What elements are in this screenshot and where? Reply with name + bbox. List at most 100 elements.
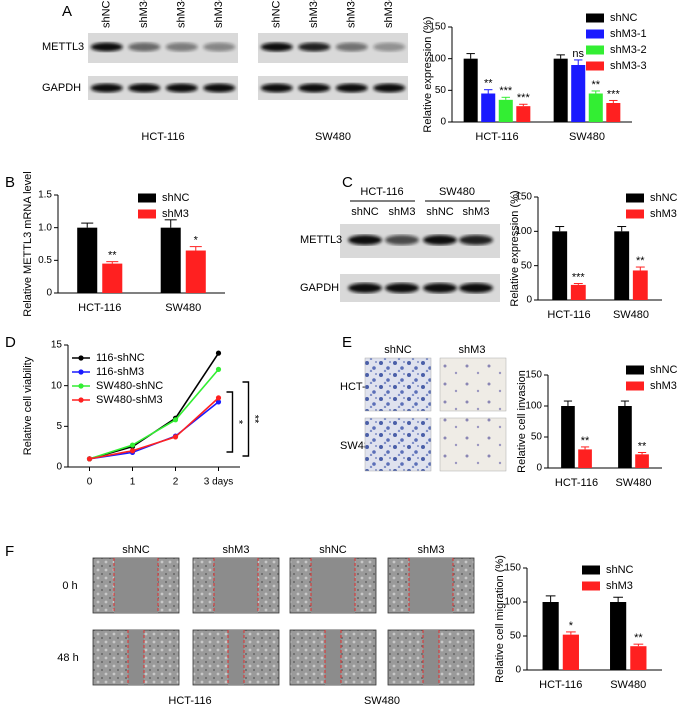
series-line bbox=[89, 368, 220, 460]
blot-band bbox=[423, 283, 457, 293]
legend-swatch bbox=[586, 13, 604, 23]
significance-label: *** bbox=[572, 271, 586, 283]
y-axis-label: Relative METTL3 mRNA level bbox=[22, 171, 34, 317]
lane-label: shM3-3 bbox=[213, 0, 225, 28]
blot-band bbox=[335, 83, 368, 93]
legend-swatch bbox=[582, 581, 600, 591]
legend-label: shM3-2 bbox=[610, 44, 647, 56]
lane-label: shNC bbox=[271, 0, 283, 28]
x-tick-label: 0 bbox=[87, 477, 93, 488]
legend-swatch bbox=[586, 29, 604, 39]
micrograph bbox=[364, 417, 432, 472]
significance-label: ** bbox=[108, 250, 117, 262]
blot-band bbox=[348, 283, 382, 293]
x-tick-label: SW480 bbox=[569, 131, 605, 143]
y-tick-label: 0 bbox=[515, 665, 521, 676]
series-line bbox=[89, 397, 220, 460]
legend-label: shM3 bbox=[606, 580, 633, 592]
y-axis-label: Relative cell invasion bbox=[516, 370, 528, 473]
row-label: METTL3 bbox=[42, 41, 84, 53]
blot-band bbox=[260, 42, 293, 52]
blot-band bbox=[423, 235, 457, 245]
significance-label: ** bbox=[634, 632, 643, 644]
significance-label: ** bbox=[636, 255, 645, 267]
x-tick-label: 1 bbox=[130, 477, 136, 488]
bar bbox=[614, 231, 630, 300]
data-point bbox=[129, 448, 136, 454]
y-tick-label: 100 bbox=[515, 226, 532, 237]
bar bbox=[561, 406, 575, 468]
blot-band bbox=[90, 83, 123, 93]
data-point bbox=[215, 350, 222, 356]
y-tick-label: 10 bbox=[51, 380, 63, 391]
panel-letter: F bbox=[5, 543, 14, 560]
data-point bbox=[129, 442, 136, 448]
blot-band bbox=[165, 83, 198, 93]
micrograph bbox=[439, 357, 507, 412]
blot-band bbox=[298, 42, 331, 52]
bar bbox=[498, 99, 513, 122]
x-tick-label: HCT-116 bbox=[555, 477, 598, 489]
legend-marker bbox=[78, 369, 84, 375]
lane-label: shNC bbox=[426, 206, 454, 218]
legend-label: shM3 bbox=[162, 208, 189, 220]
y-tick-label: 50 bbox=[435, 85, 447, 96]
y-tick-label: 150 bbox=[525, 370, 542, 381]
y-axis-label: Relative cell viability bbox=[22, 356, 34, 455]
y-tick-label: 5 bbox=[56, 421, 62, 432]
blot-band bbox=[203, 83, 236, 93]
significance-label: ** bbox=[591, 79, 600, 91]
row-label: 48 h bbox=[57, 652, 78, 664]
scratch-gap bbox=[214, 558, 258, 613]
bar bbox=[77, 227, 98, 293]
lane-label: shM3-1 bbox=[308, 0, 320, 28]
bar bbox=[635, 454, 649, 468]
row-label: METTL3 bbox=[300, 234, 342, 246]
panel-letter: C bbox=[342, 174, 353, 191]
scratch-gap bbox=[128, 630, 144, 685]
lane-label: shM3-2 bbox=[176, 0, 188, 28]
legend-marker bbox=[78, 383, 84, 389]
legend-label: shM3-1 bbox=[610, 28, 647, 40]
legend-swatch bbox=[138, 209, 156, 219]
bar bbox=[632, 270, 648, 300]
cell-line-label: SW480 bbox=[315, 131, 351, 143]
y-axis-label: Relative expression (%) bbox=[422, 16, 434, 132]
significance-label: ** bbox=[581, 435, 590, 447]
cell-line-label: HCT-116 bbox=[168, 695, 211, 707]
blot-band bbox=[348, 235, 382, 245]
lane-label: shM3-2 bbox=[346, 0, 358, 28]
scratch-gap bbox=[114, 558, 158, 613]
bar bbox=[630, 646, 647, 670]
legend-swatch bbox=[626, 365, 644, 375]
significance-label: * bbox=[194, 235, 199, 247]
legend-label: 116-shM3 bbox=[96, 366, 144, 378]
significance-label: ** bbox=[638, 440, 647, 452]
significance-label: *** bbox=[517, 92, 531, 104]
cell-line-label: HCT-116 bbox=[141, 131, 184, 143]
significance-label: ns bbox=[572, 48, 584, 60]
legend-label: shM3-3 bbox=[610, 60, 647, 72]
blot-band bbox=[459, 283, 493, 293]
blot-band bbox=[128, 42, 161, 52]
blot-band bbox=[90, 42, 123, 52]
bar bbox=[610, 602, 627, 670]
x-tick-label: SW480 bbox=[610, 679, 646, 691]
y-tick-label: 150 bbox=[429, 22, 446, 33]
y-tick-label: 0 bbox=[56, 462, 62, 473]
legend-label: SW480-shM3 bbox=[96, 394, 163, 406]
y-tick-label: 0 bbox=[46, 288, 52, 299]
bar bbox=[481, 93, 496, 122]
significance-label: ** bbox=[249, 415, 261, 424]
significance-bracket bbox=[226, 391, 234, 453]
legend-swatch bbox=[138, 193, 156, 203]
cell-line-label: SW480 bbox=[439, 186, 475, 198]
blot-band bbox=[260, 83, 293, 93]
bar bbox=[160, 227, 181, 293]
scratch-gap bbox=[325, 630, 341, 685]
legend-marker bbox=[78, 397, 84, 403]
scratch-gap bbox=[228, 630, 244, 685]
bar bbox=[618, 406, 632, 468]
significance-label: *** bbox=[499, 85, 513, 97]
bar bbox=[571, 65, 586, 122]
